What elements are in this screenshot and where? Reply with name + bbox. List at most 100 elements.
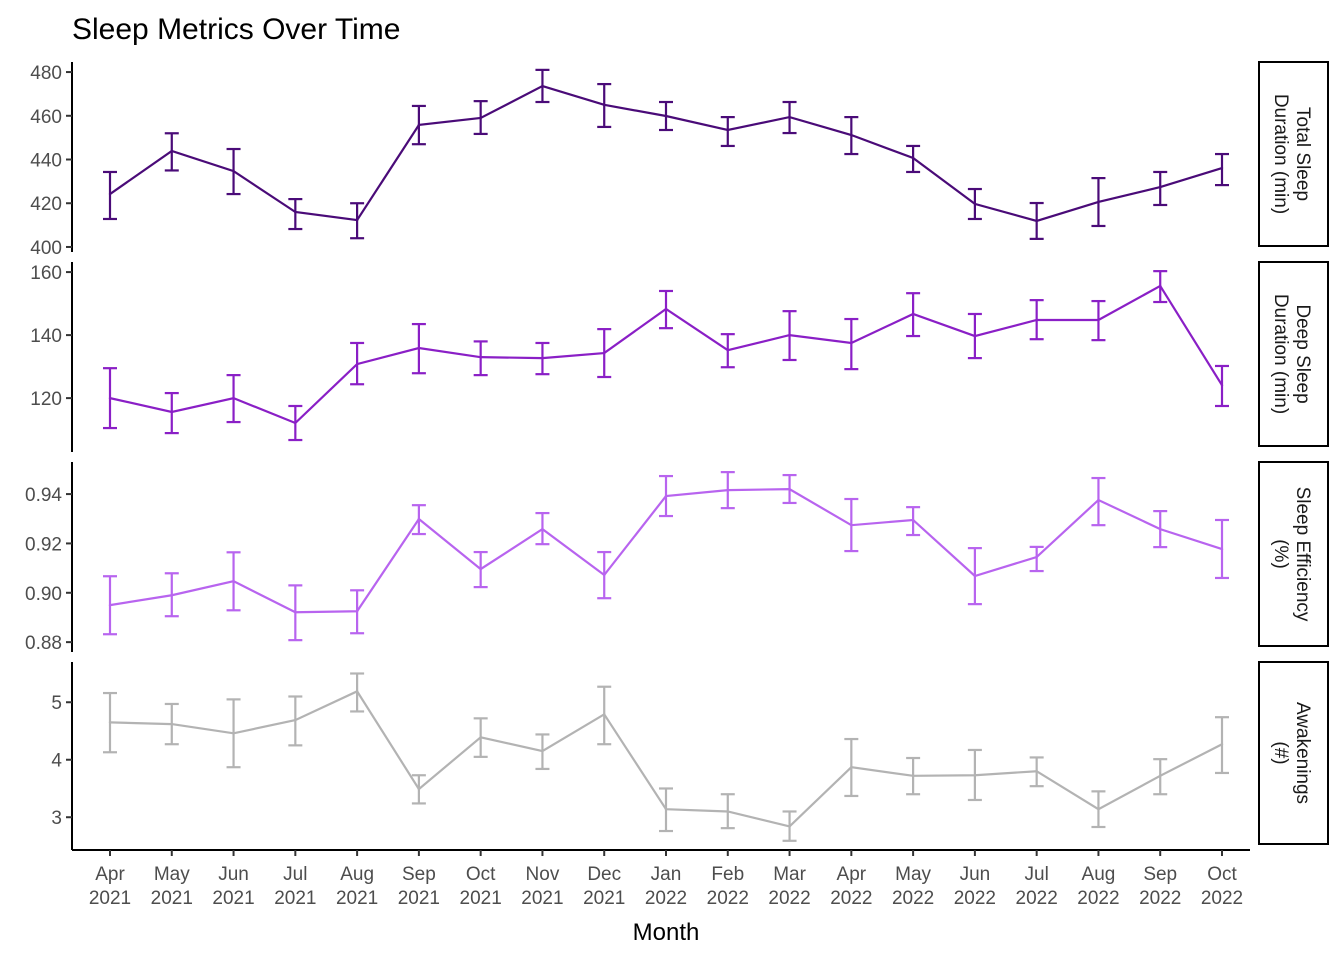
data-point (541, 356, 544, 360)
facet-strip-label-line: Total Sleep (1292, 107, 1313, 201)
facet-strip-label-line: Sleep Efficiency (1292, 487, 1313, 622)
data-point (788, 333, 791, 337)
x-tick-month: Dec (587, 864, 621, 885)
error-bar (1029, 545, 1044, 573)
data-point (232, 579, 235, 583)
x-tick-year: 2022 (830, 888, 872, 909)
x-tick-month: Oct (466, 864, 496, 885)
y-tick-label: 0.94 (25, 485, 62, 506)
x-tick-label: Feb 2022 (707, 864, 749, 909)
data-point (1097, 498, 1100, 502)
data-point (973, 574, 977, 578)
facet-strip-label-line: (%) (1270, 539, 1291, 569)
facet-panel: 3 4 5 Awakenings(#) (51, 661, 1329, 850)
data-point (355, 218, 359, 222)
x-tick-year: 2022 (954, 888, 996, 909)
data-point (541, 749, 544, 753)
data-point (973, 334, 977, 338)
y-tick-label: 5 (51, 693, 62, 714)
x-tick-year: 2021 (460, 888, 502, 909)
x-tick-month: Sep (402, 864, 436, 885)
chart-title: Sleep Metrics Over Time (72, 13, 400, 46)
data-point (1097, 200, 1100, 204)
data-point (603, 103, 606, 107)
x-tick-label: Aug 2021 (336, 864, 378, 909)
data-point (1220, 166, 1224, 170)
x-tick-year: 2021 (274, 888, 316, 909)
data-point (603, 573, 606, 577)
data-point (726, 349, 729, 352)
error-bar (1091, 476, 1106, 527)
data-point (1220, 384, 1224, 387)
facet-panel: 120 140 160 Deep SleepDuration (min) (30, 261, 1329, 452)
data-point (479, 116, 482, 120)
x-tick-year: 2022 (645, 888, 687, 909)
x-tick-label: May 2022 (892, 864, 934, 909)
data-point (541, 527, 544, 531)
data-point (1220, 547, 1224, 551)
data-point (1159, 774, 1162, 778)
error-bar (720, 115, 735, 148)
data-point (664, 114, 668, 118)
data-point (294, 718, 297, 722)
y-tick-label: 0.90 (25, 584, 62, 605)
data-point (911, 156, 915, 160)
data-point (294, 210, 297, 214)
x-tick-label: Apr 2022 (830, 864, 872, 909)
x-tick-label: Apr 2021 (89, 864, 131, 909)
facet-strip (1258, 661, 1329, 845)
data-point (1097, 318, 1100, 322)
x-tick-label: Jul 2022 (1016, 864, 1058, 909)
x-tick-label: Jun 2021 (212, 864, 254, 909)
x-tick-month: May (895, 864, 931, 885)
data-point (664, 494, 668, 498)
data-point (1035, 555, 1038, 559)
data-point (1159, 284, 1162, 288)
facet-strip-label: Total SleepDuration (min) (1270, 94, 1313, 214)
x-tick-label: Oct 2022 (1201, 864, 1243, 909)
data-point (479, 567, 482, 571)
facet-strip-label-line: Duration (min) (1270, 294, 1291, 414)
data-point (603, 713, 606, 716)
x-tick-year: 2021 (212, 888, 254, 909)
x-tick-label: Jun 2022 (954, 864, 996, 909)
data-point (108, 396, 112, 400)
y-tick-label: 480 (30, 63, 62, 84)
data-point (294, 611, 297, 614)
y-tick-label: 460 (30, 107, 62, 128)
facet-strip-label-line: (#) (1270, 741, 1291, 764)
data-point (1035, 318, 1038, 322)
y-tick-label: 0.92 (25, 534, 62, 555)
x-tick-label: Mar 2022 (768, 864, 810, 909)
data-point (664, 307, 668, 311)
data-point (541, 84, 544, 88)
x-tick-month: Mar (773, 864, 806, 885)
facet-strip-label: Deep SleepDuration (min) (1270, 294, 1313, 414)
data-point (603, 351, 606, 355)
x-tick-label: Jul 2021 (274, 864, 316, 909)
data-point (170, 722, 173, 726)
data-point (850, 766, 853, 769)
x-tick-label: Aug 2022 (1077, 864, 1119, 909)
y-tick-label: 400 (30, 238, 62, 259)
x-tick-month: Aug (1082, 864, 1116, 885)
x-tick-month: Jul (283, 864, 307, 885)
data-point (973, 774, 977, 777)
data-point (108, 192, 112, 196)
data-point (108, 603, 112, 607)
x-tick-month: Aug (340, 864, 374, 885)
x-tick-month: Jun (218, 864, 249, 885)
data-point (911, 774, 915, 778)
y-tick-label: 140 (30, 326, 62, 347)
data-point (170, 594, 173, 597)
error-bar (1153, 170, 1168, 207)
x-tick-year: 2022 (707, 888, 749, 909)
data-point (232, 169, 235, 173)
x-axis-label: Month (633, 919, 700, 946)
x-tick-label: Jan 2022 (645, 864, 687, 909)
error-bar (1215, 152, 1229, 187)
data-point (911, 312, 915, 316)
data-point (232, 732, 235, 735)
data-point (850, 523, 853, 527)
